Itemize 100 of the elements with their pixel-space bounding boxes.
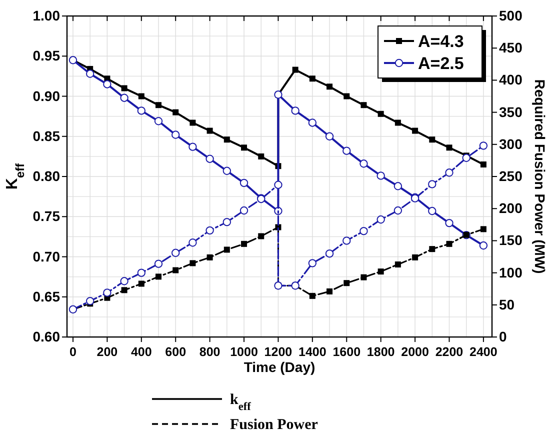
- y-tick-label: 0.70: [32, 248, 60, 264]
- y2-tick-label: 100: [499, 264, 523, 280]
- point: [308, 259, 317, 268]
- point: [172, 130, 180, 139]
- point: [309, 292, 316, 299]
- point: [241, 144, 248, 151]
- point: [274, 180, 282, 189]
- point: [138, 280, 144, 287]
- point: [308, 118, 317, 127]
- y-tick-label: 1.00: [32, 8, 60, 24]
- point: [394, 261, 401, 268]
- point: [258, 233, 264, 240]
- point: [445, 168, 454, 177]
- point: [190, 120, 196, 126]
- point: [446, 240, 452, 247]
- x-tick-label: 1800: [366, 345, 395, 359]
- point: [479, 142, 488, 150]
- y2-tick-label: 400: [499, 72, 523, 88]
- point: [360, 160, 368, 168]
- x-tick-label: 2200: [435, 345, 464, 359]
- point: [376, 172, 385, 180]
- point: [154, 260, 163, 268]
- x-tick-label: 2000: [401, 345, 429, 359]
- text: Fusion Power: [230, 417, 318, 433]
- point: [376, 215, 385, 224]
- point: [480, 226, 486, 232]
- y2-tick-label: 250: [499, 168, 523, 184]
- point: [480, 161, 486, 168]
- point: [344, 93, 350, 100]
- y2-tick-label: 300: [499, 136, 523, 152]
- point: [241, 240, 248, 247]
- point: [394, 120, 401, 126]
- point: [188, 142, 197, 151]
- point: [394, 182, 402, 190]
- point: [429, 136, 436, 143]
- x-tick-label: 200: [96, 345, 118, 359]
- y-tick-label: 0.60: [32, 328, 60, 344]
- point: [360, 102, 367, 108]
- point: [172, 267, 179, 274]
- x-axis-title: Time (Day): [244, 359, 316, 375]
- point: [138, 93, 144, 100]
- point: [222, 166, 232, 175]
- point: [378, 110, 384, 117]
- point: [103, 288, 112, 297]
- point: [446, 144, 452, 151]
- x-tick-label: 1600: [332, 345, 361, 359]
- y-tick-label: 0.85: [32, 128, 60, 144]
- point: [445, 218, 454, 228]
- point: [342, 146, 351, 155]
- point: [190, 260, 196, 266]
- point: [206, 128, 213, 134]
- point: [172, 248, 180, 257]
- point: [309, 76, 316, 82]
- point: [206, 254, 213, 260]
- text: k$_{eff}$: [230, 392, 252, 413]
- point: [378, 268, 384, 275]
- point: [240, 206, 248, 215]
- point: [137, 268, 146, 277]
- y2-axis-title: Required Fusion Power (MW): [532, 79, 548, 274]
- y-tick-label: 0.95: [32, 48, 60, 64]
- point: [137, 106, 146, 115]
- point: [428, 180, 436, 188]
- point: [156, 102, 162, 108]
- point: [224, 246, 230, 253]
- x-tick-label: 1000: [230, 345, 258, 359]
- y2-tick-label: 50: [499, 296, 515, 312]
- point: [325, 132, 334, 140]
- point: [86, 70, 94, 78]
- y-tick-label: 0.90: [32, 88, 60, 104]
- y-tick-label: 0.75: [32, 208, 60, 224]
- point: [120, 277, 128, 286]
- x-tick-label: 0: [70, 345, 77, 359]
- y2-tick-label: 200: [499, 200, 523, 216]
- x-tick-label: 400: [130, 345, 152, 359]
- legend-label: A=2.5: [418, 54, 464, 73]
- point: [342, 236, 351, 245]
- point: [360, 274, 367, 280]
- point: [224, 136, 230, 143]
- point: [394, 206, 402, 215]
- y2-tick-label: 500: [499, 8, 523, 24]
- point: [154, 117, 163, 126]
- point: [326, 84, 333, 90]
- point: [222, 218, 232, 226]
- point: [325, 249, 334, 258]
- y-tick-label: 0.65: [32, 288, 60, 304]
- point: [86, 296, 94, 306]
- point: [258, 153, 264, 160]
- x-tick-label: 2400: [470, 345, 498, 359]
- point: [360, 226, 368, 236]
- point: [121, 85, 128, 92]
- point: [462, 154, 470, 162]
- x-tick-label: 600: [165, 345, 186, 359]
- point: [429, 246, 436, 252]
- x-tick-label: 1400: [298, 345, 326, 359]
- point: [291, 106, 300, 115]
- y2-tick-label: 0: [499, 328, 507, 344]
- point: [240, 178, 248, 188]
- point: [344, 280, 350, 286]
- point: [292, 66, 298, 73]
- y2-tick-label: 350: [499, 104, 523, 120]
